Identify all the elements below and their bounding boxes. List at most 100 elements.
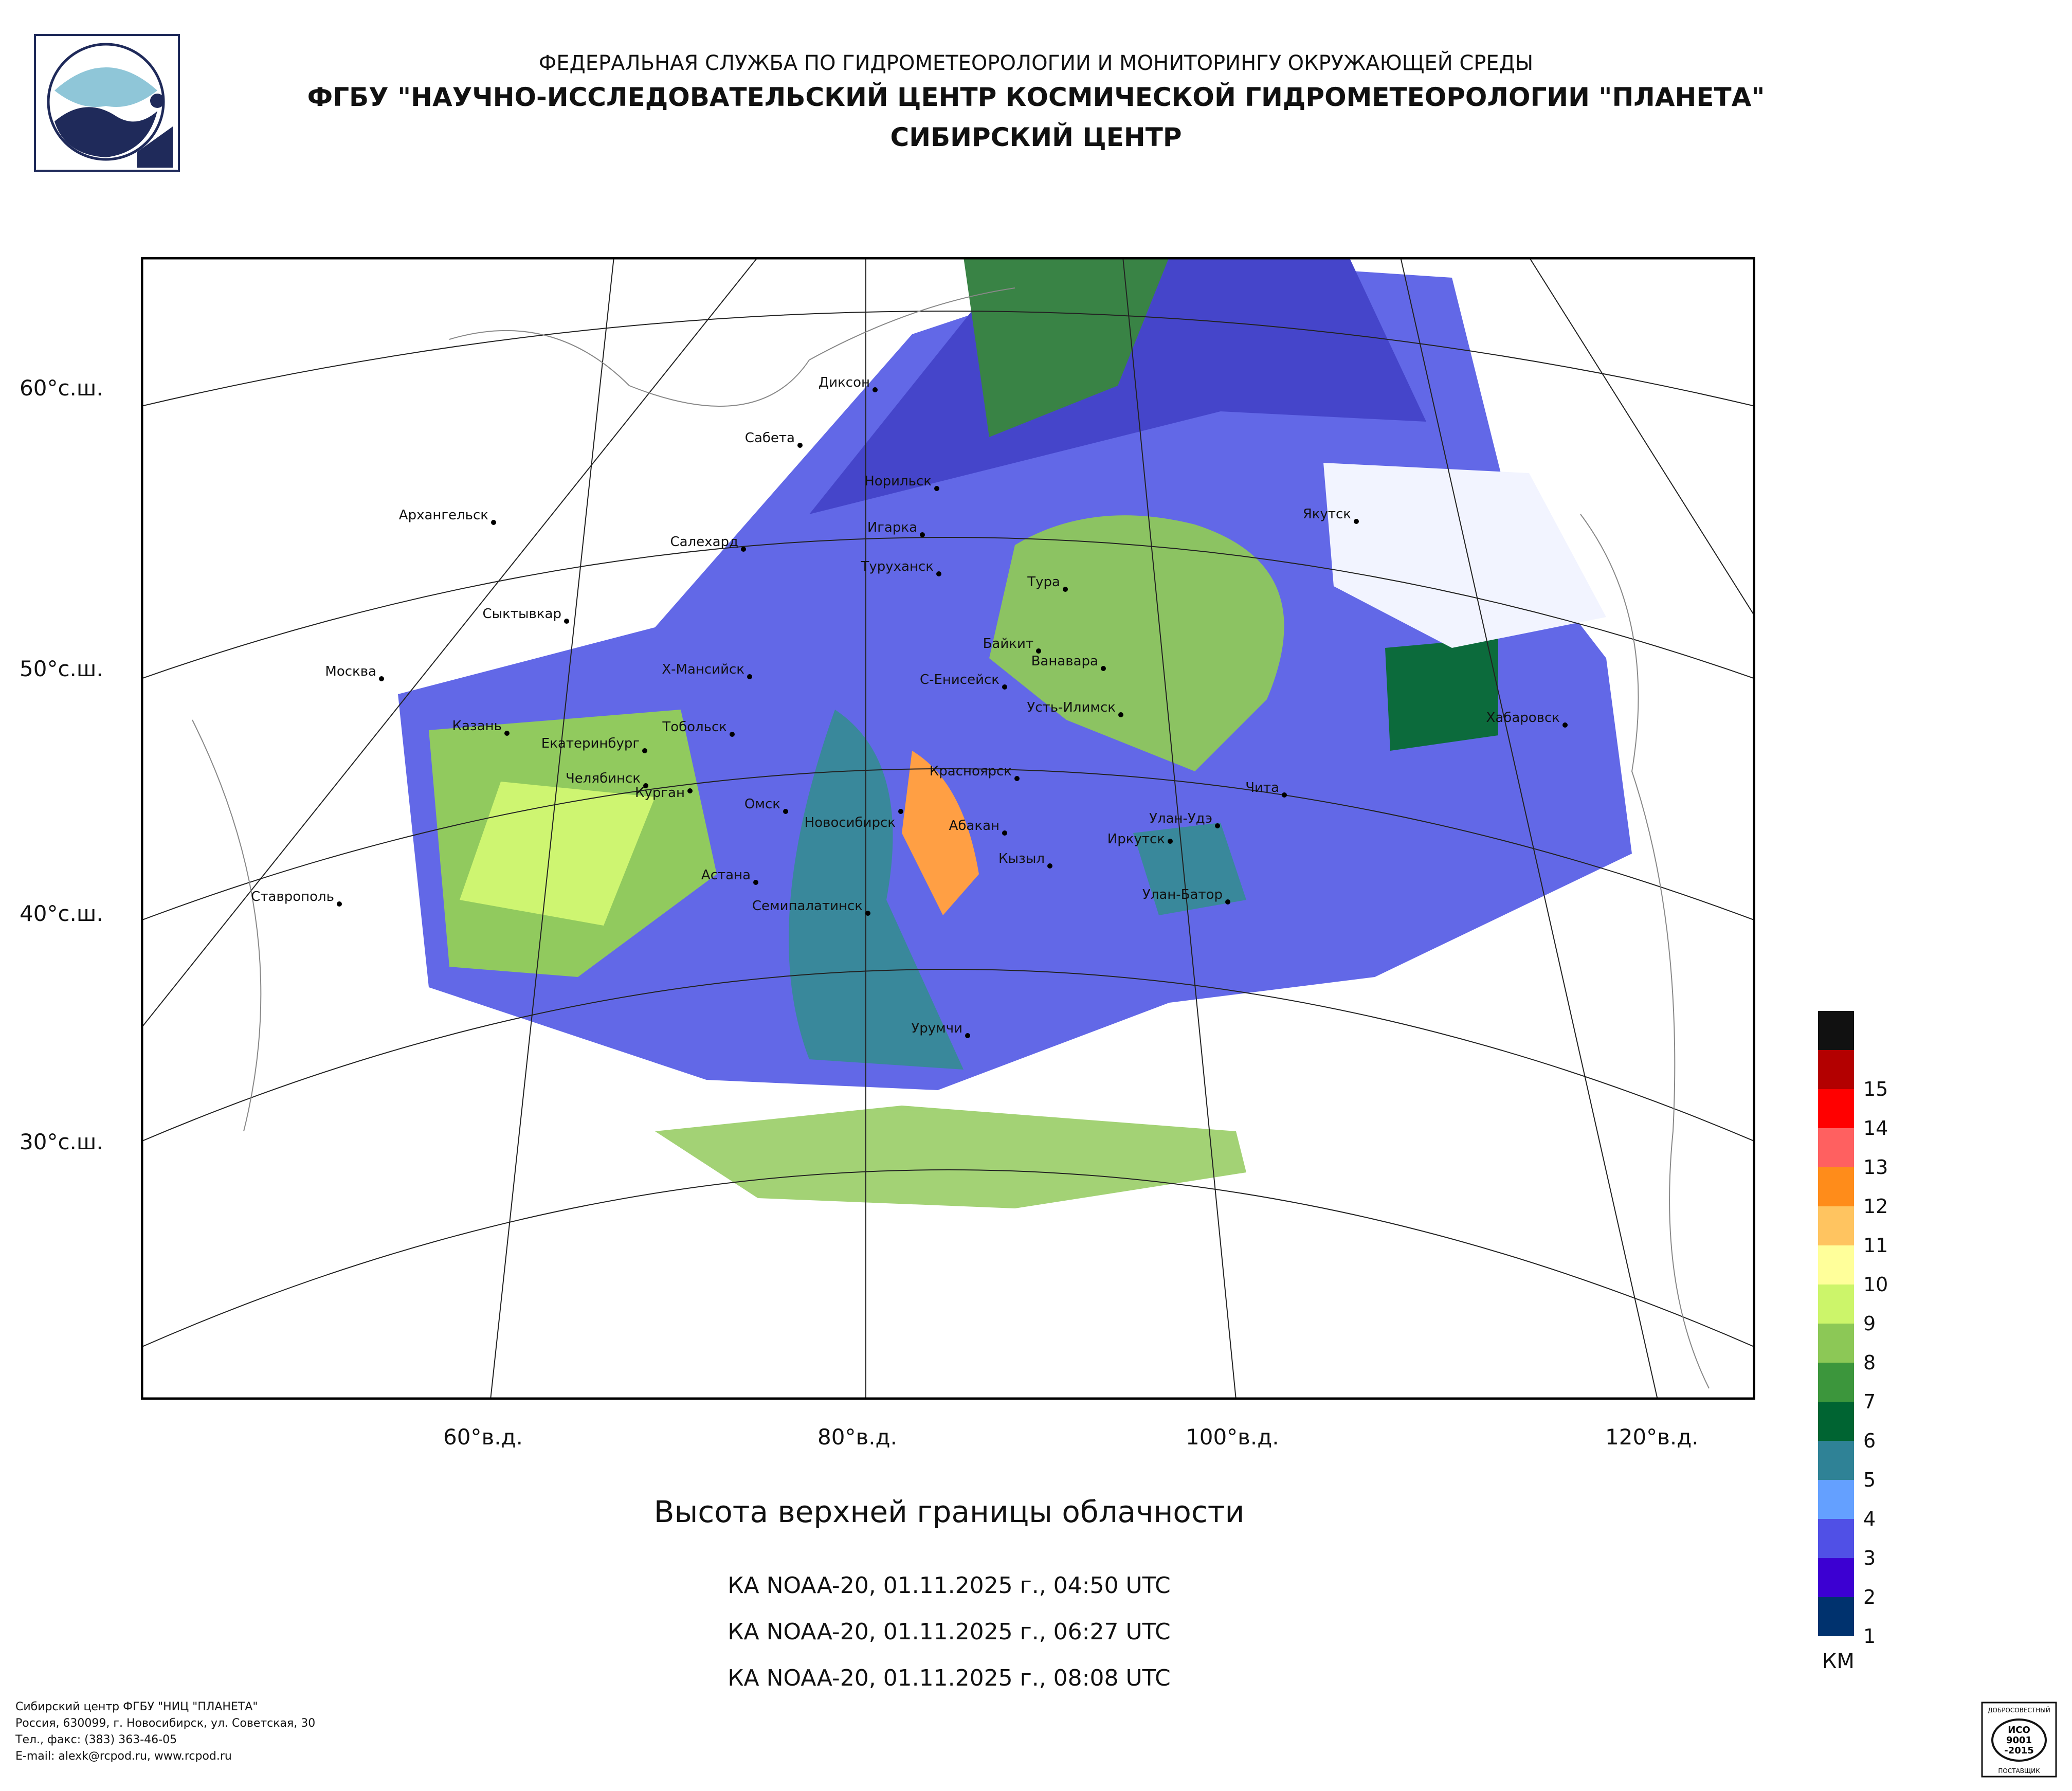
legend-swatch — [1818, 1519, 1854, 1558]
city-turukhansk: Туруханск — [861, 559, 941, 576]
svg-text:Улан-Удэ: Улан-Удэ — [1149, 811, 1212, 826]
city-sabeta: Сабета — [745, 430, 803, 448]
legend-swatch — [1818, 1206, 1854, 1245]
svg-text:Тура: Тура — [1027, 574, 1060, 590]
height-legend — [1818, 1011, 1854, 1636]
svg-text:Сыктывкар: Сыктывкар — [482, 606, 561, 622]
legend-swatch — [1818, 1558, 1854, 1597]
legend-label: 4 — [1863, 1508, 1876, 1530]
lon-label-100: 100°в.д. — [1186, 1424, 1279, 1450]
city-stavropol: Ставрополь — [251, 889, 342, 907]
city-markers: Диксон Сабета Норильск Архангельск Игарк… — [251, 375, 1568, 1038]
svg-text:Абакан: Абакан — [949, 818, 999, 834]
legend-swatch — [1818, 1402, 1854, 1441]
svg-text:Ставрополь: Ставрополь — [251, 889, 334, 904]
legend-swatch — [1818, 1128, 1854, 1167]
city-astana: Астана — [701, 867, 758, 885]
svg-text:Урумчи: Урумчи — [911, 1021, 962, 1036]
svg-text:Диксон: Диксон — [819, 375, 870, 390]
city-semipalatinsk: Семипалатинск — [752, 898, 870, 916]
pass-3: КА NOAA-20, 01.11.2025 г., 08:08 UTC — [728, 1665, 1171, 1691]
legend-swatch — [1818, 1167, 1854, 1206]
svg-text:Якутск: Якутск — [1303, 506, 1351, 522]
svg-text:Туруханск: Туруханск — [861, 559, 934, 574]
legend-swatch — [1818, 1050, 1854, 1089]
city-s-yeniseysk: С-Енисейск — [920, 672, 1007, 690]
svg-text:Екатеринбург: Екатеринбург — [541, 736, 640, 751]
city-ust-ilimsk: Усть-Илимск — [1027, 700, 1123, 717]
footer-phone: Тел., факс: (383) 363-46-05 — [15, 1733, 177, 1746]
svg-text:Москва: Москва — [325, 664, 376, 679]
footer-address: Россия, 630099, г. Новосибирск, ул. Сове… — [15, 1717, 316, 1730]
svg-text:Игарка: Игарка — [867, 520, 917, 535]
svg-text:Ванавара: Ванавара — [1031, 654, 1098, 669]
city-norilsk: Норильск — [864, 474, 939, 491]
legend-label: 2 — [1863, 1586, 1876, 1608]
legend-label: 7 — [1863, 1390, 1876, 1413]
svg-text:Новосибирск: Новосибирск — [805, 815, 896, 830]
city-ulaanbaatar: Улан-Батор — [1142, 887, 1230, 904]
city-tura: Тура — [1027, 574, 1068, 592]
lat-label-60: 60°с.ш. — [20, 375, 103, 401]
svg-text:-2015: -2015 — [2004, 1745, 2034, 1756]
legend-swatch — [1818, 1324, 1854, 1363]
city-kurgan: Курган — [635, 785, 693, 801]
city-khabarovsk: Хабаровск — [1486, 710, 1568, 728]
product-title: Высота верхней границы облачности — [653, 1494, 1245, 1529]
city-kyzyl: Кызыл — [998, 851, 1052, 869]
svg-text:Архангельск: Архангельск — [399, 508, 488, 523]
svg-text:Салехард: Салехард — [670, 534, 738, 550]
city-omsk: Омск — [744, 797, 788, 814]
svg-text:Курган: Курган — [635, 785, 685, 801]
legend-swatch — [1818, 1480, 1854, 1519]
legend-swatch — [1818, 1363, 1854, 1402]
legend-label: 14 — [1863, 1117, 1888, 1139]
svg-text:9001: 9001 — [2006, 1735, 2032, 1746]
svg-text:Иркутск: Иркутск — [1107, 831, 1165, 847]
city-irkutsk: Иркутск — [1107, 831, 1173, 847]
legend-swatch — [1818, 1285, 1854, 1324]
legend-label: 3 — [1863, 1547, 1876, 1569]
cloud-top-height-map: Диксон Сабета Норильск Архангельск Игарк… — [141, 257, 1755, 1400]
city-chita: Чита — [1245, 780, 1287, 798]
svg-text:Красноярск: Красноярск — [930, 764, 1012, 779]
city-chelyabinsk: Челябинск — [566, 771, 648, 788]
svg-text:Усть-Илимск: Усть-Илимск — [1027, 700, 1116, 715]
city-kazan: Казань — [452, 718, 510, 736]
legend-label: 10 — [1863, 1273, 1888, 1296]
svg-text:Хабаровск: Хабаровск — [1486, 710, 1560, 726]
svg-text:Казань: Казань — [452, 718, 502, 734]
iso-certificate-icon: ДОБРОСОВЕСТНЫЙ ИСО 9001 -2015 ПОСТАВЩИК — [1981, 1702, 2057, 1778]
svg-text:ПОСТАВЩИК: ПОСТАВЩИК — [1998, 1767, 2040, 1775]
header-agency: ФЕДЕРАЛЬНАЯ СЛУЖБА ПО ГИДРОМЕТЕОРОЛОГИИ … — [538, 51, 1534, 75]
legend-unit: КМ — [1822, 1650, 1855, 1673]
footer-email: E-mail: alexk@rcpod.ru, www.rcpod.ru — [15, 1750, 232, 1763]
lat-label-30: 30°с.ш. — [20, 1129, 103, 1154]
header-institute: ФГБУ "НАУЧНО-ИССЛЕДОВАТЕЛЬСКИЙ ЦЕНТР КОС… — [307, 82, 1765, 112]
city-igarka: Игарка — [867, 520, 925, 537]
cloud-cover-layer — [398, 257, 1632, 1208]
legend-label: 9 — [1863, 1312, 1876, 1335]
legend-swatch — [1818, 1089, 1854, 1128]
city-moscow: Москва — [325, 664, 384, 681]
lon-label-80: 80°в.д. — [817, 1424, 897, 1450]
city-arkhangelsk: Архангельск — [399, 508, 496, 525]
svg-text:Астана: Астана — [701, 867, 751, 883]
legend-swatch — [1818, 1441, 1854, 1480]
lon-label-120: 120°в.д. — [1605, 1424, 1699, 1450]
svg-text:Чита: Чита — [1245, 780, 1279, 795]
svg-text:Семипалатинск: Семипалатинск — [752, 898, 863, 914]
graticule — [141, 257, 1755, 1400]
city-vanavara: Ванавара — [1031, 654, 1106, 671]
city-urumqi: Урумчи — [911, 1021, 970, 1038]
city-dikson: Диксон — [819, 375, 878, 392]
svg-text:Улан-Батор: Улан-Батор — [1142, 887, 1223, 902]
svg-text:ИСО: ИСО — [2008, 1725, 2030, 1735]
city-yakutsk: Якутск — [1303, 506, 1359, 524]
coastlines — [192, 287, 1710, 1389]
planeta-logo-icon — [34, 34, 180, 172]
city-krasnoyarsk: Красноярск — [930, 764, 1020, 781]
city-khanty-mansiysk: Х-Мансийск — [662, 662, 752, 679]
svg-text:Челябинск: Челябинск — [566, 771, 641, 786]
svg-text:Х-Мансийск: Х-Мансийск — [662, 662, 744, 677]
